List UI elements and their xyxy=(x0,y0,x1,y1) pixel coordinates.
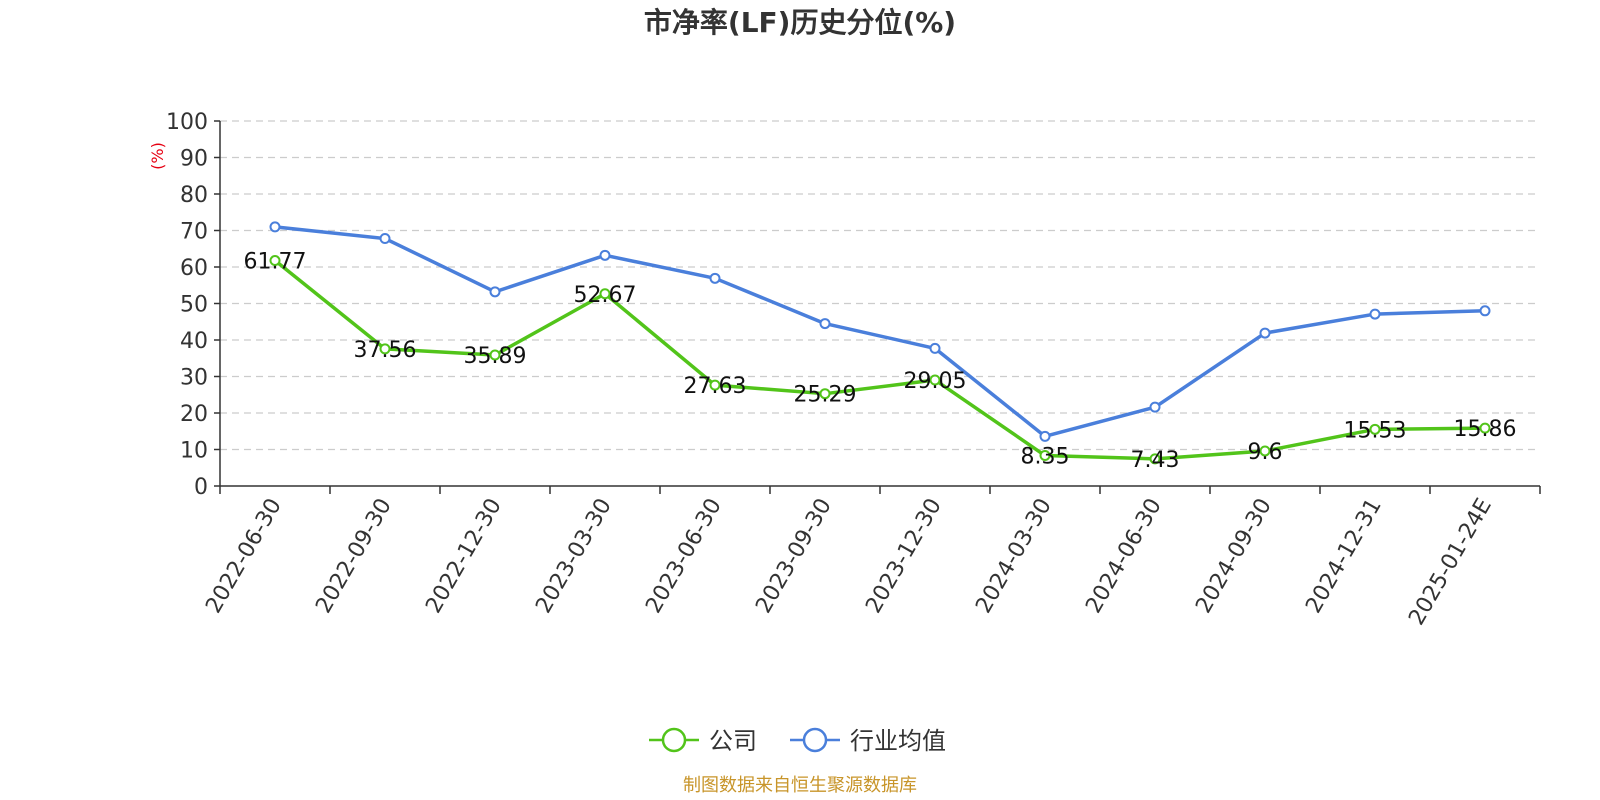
data-point-1 xyxy=(819,388,831,400)
data-label: 15.53 xyxy=(1344,418,1407,443)
source-note: 制图数据来自恒生聚源数据库 xyxy=(683,775,917,796)
data-label: 9.6 xyxy=(1248,440,1283,465)
data-point-1 xyxy=(1149,453,1161,465)
data-point-2 xyxy=(1479,305,1491,317)
data-point-2 xyxy=(709,272,721,284)
x-tick-label: 2024-09-30 xyxy=(1191,494,1277,617)
data-point-2 xyxy=(1259,327,1271,339)
x-tick-label: 2022-06-30 xyxy=(201,494,287,617)
y-tick-label: 30 xyxy=(180,366,208,391)
x-tick-label: 2024-12-31 xyxy=(1301,494,1387,617)
x-tick-label: 2023-03-30 xyxy=(531,494,617,617)
y-tick-label: 90 xyxy=(180,147,208,172)
data-point-2 xyxy=(929,342,941,354)
y-tick-label: 10 xyxy=(180,439,208,464)
series-line-2 xyxy=(274,225,1486,439)
legend-label: 公司 xyxy=(709,727,757,755)
data-point-1 xyxy=(1039,450,1051,462)
data-point-1 xyxy=(379,343,391,355)
chart-title: 市净率(LF)历史分位(%) xyxy=(644,6,956,39)
series-line-1 xyxy=(273,259,1486,461)
data-point-2 xyxy=(1149,401,1161,413)
x-tick-label: 2023-06-30 xyxy=(641,494,727,617)
data-point-2 xyxy=(379,233,391,245)
legend-marker xyxy=(802,727,828,753)
x-tick-label: 2024-06-30 xyxy=(1081,494,1167,617)
y-tick-label: 60 xyxy=(180,256,208,281)
data-point-1 xyxy=(709,379,721,391)
y-tick-label: 70 xyxy=(180,220,208,245)
x-tick-label: 2022-12-30 xyxy=(421,494,507,617)
y-tick-label: 40 xyxy=(180,329,208,354)
y-tick-label: 50 xyxy=(180,293,208,318)
data-point-1 xyxy=(1259,445,1271,457)
y-tick-label: 0 xyxy=(194,475,208,500)
series-layer xyxy=(269,221,1491,465)
x-tick-label: 2024-03-30 xyxy=(971,494,1057,617)
data-point-2 xyxy=(269,221,281,233)
data-point-1 xyxy=(1369,423,1381,435)
legend-label: 行业均值 xyxy=(850,727,946,755)
y-axis-label: (%) xyxy=(148,142,167,170)
x-tick-label: 2025-01-24E xyxy=(1404,494,1497,629)
data-label: 52.67 xyxy=(574,283,637,308)
data-label: 35.89 xyxy=(464,344,527,369)
data-point-1 xyxy=(269,255,281,267)
y-tick-label: 80 xyxy=(180,183,208,208)
data-point-1 xyxy=(489,349,501,361)
data-label: 61.77 xyxy=(244,250,307,275)
legend: 公司 行业均值 xyxy=(649,727,946,755)
legend-marker xyxy=(661,727,687,753)
data-label: 15.86 xyxy=(1454,417,1517,442)
x-tick-label: 2022-09-30 xyxy=(311,494,397,617)
data-point-2 xyxy=(489,286,501,298)
x-tick-label: 2023-12-30 xyxy=(861,494,947,617)
data-point-2 xyxy=(1369,308,1381,320)
data-point-1 xyxy=(1479,422,1491,434)
grid-layer xyxy=(220,120,1540,451)
data-label: 29.05 xyxy=(904,369,967,394)
axis-layer: 0 10 20 30 40 50 60 70 80 90 100 (%) 2022-06-30 2022-… xyxy=(148,110,1541,630)
data-label: 27.63 xyxy=(684,374,747,399)
data-label: 7.43 xyxy=(1131,448,1180,473)
data-point-1 xyxy=(929,374,941,386)
data-label: 8.35 xyxy=(1021,445,1070,470)
legend-item-1[interactable]: 公司 xyxy=(649,727,757,755)
legend-item-2[interactable]: 行业均值 xyxy=(790,727,946,755)
data-point-2 xyxy=(1039,430,1051,442)
data-point-2 xyxy=(819,318,831,330)
y-tick-label: 100 xyxy=(166,110,208,135)
data-point-1 xyxy=(599,288,611,300)
data-label: 25.29 xyxy=(794,383,857,408)
label-layer: 61.77 37.56 35.89 52.67 27.63 25.29 29.05 8.35 7… xyxy=(244,250,1517,473)
y-tick-label: 20 xyxy=(180,402,208,427)
x-tick-label: 2023-09-30 xyxy=(751,494,837,617)
data-label: 37.56 xyxy=(354,338,417,363)
data-point-2 xyxy=(599,249,611,261)
